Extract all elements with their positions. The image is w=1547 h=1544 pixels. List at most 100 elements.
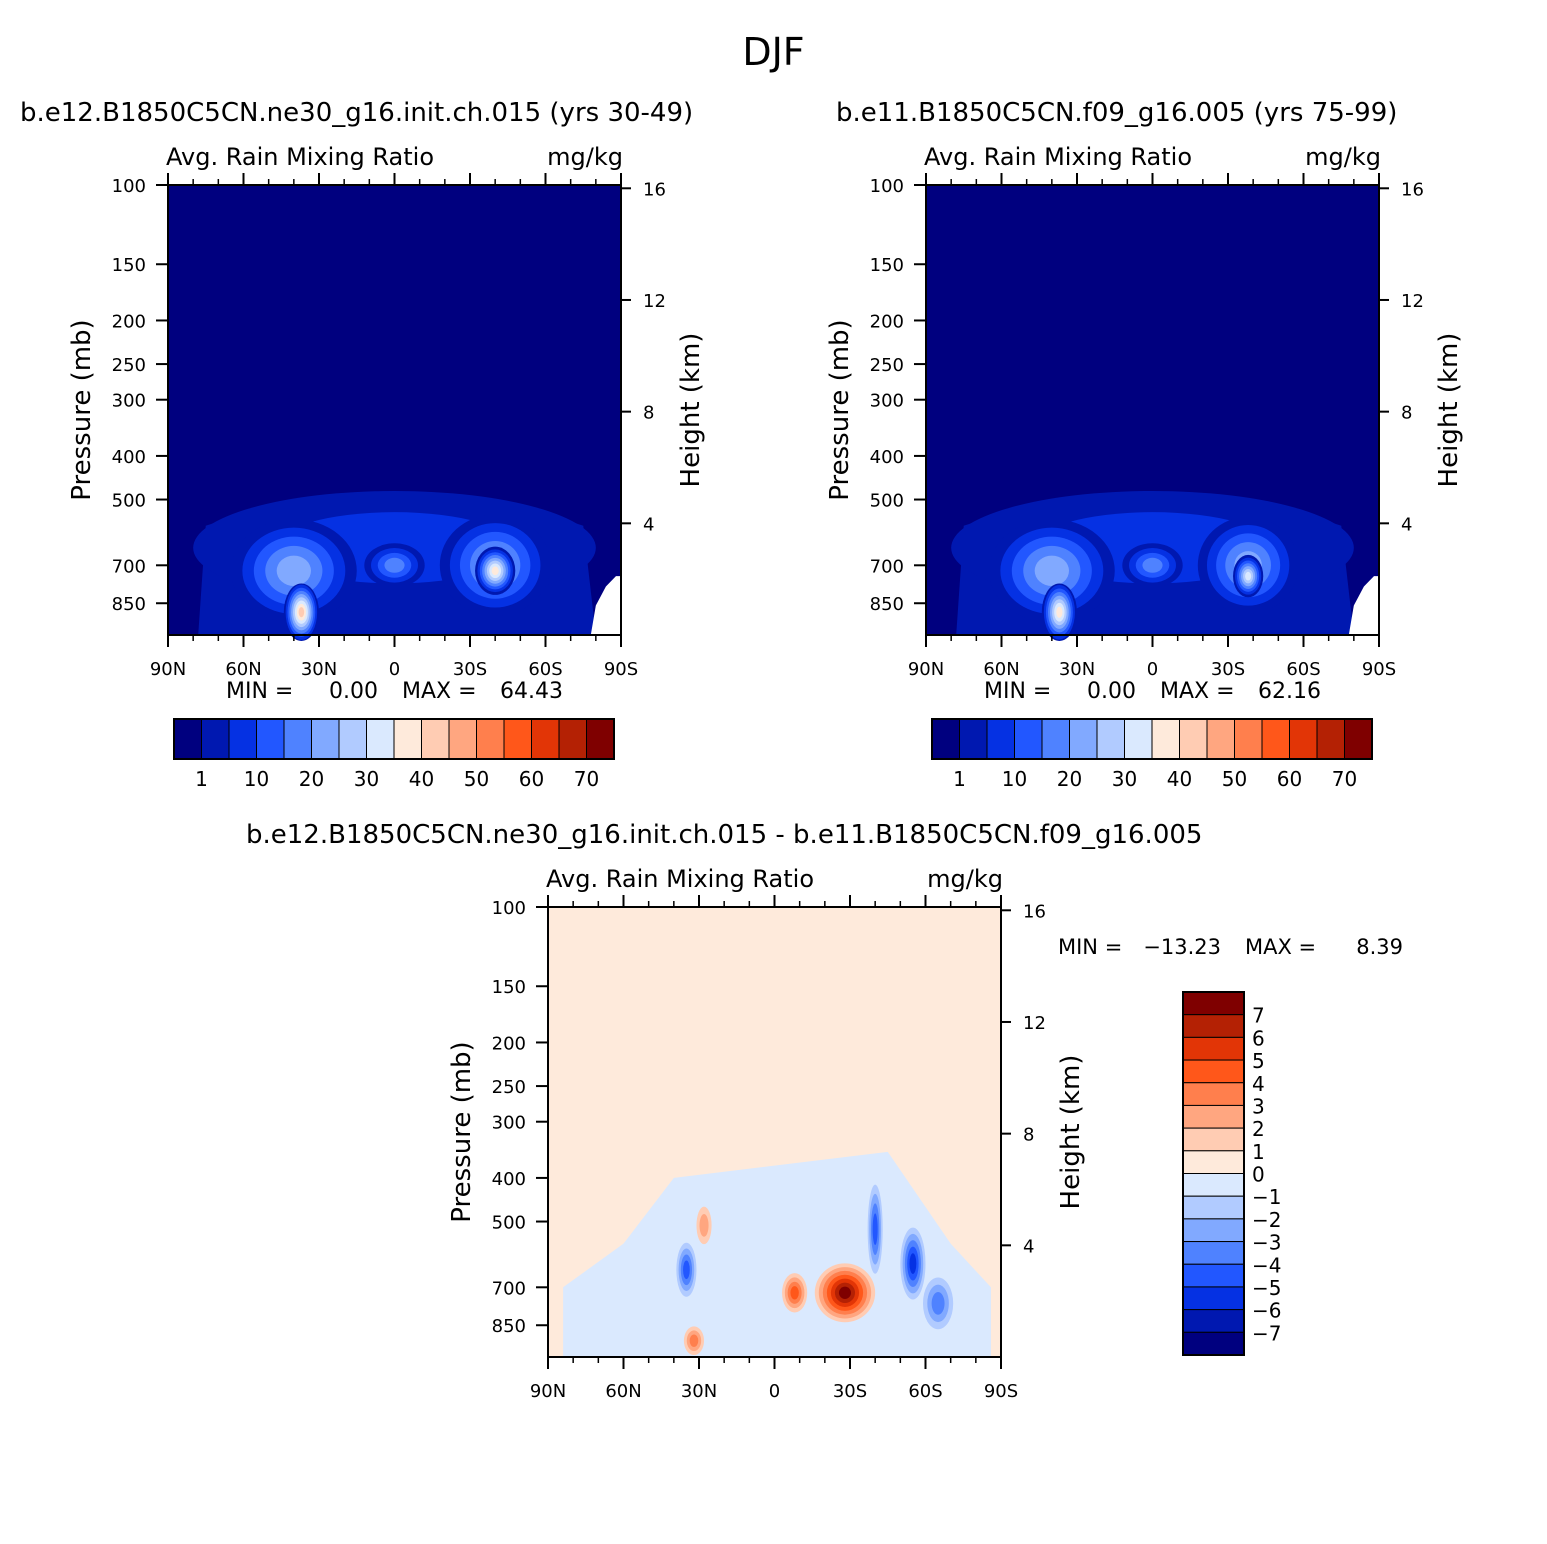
y-axis-title: Pressure (mb) xyxy=(825,319,855,500)
x-tick-label: 30S xyxy=(453,659,487,680)
colorbar-cell xyxy=(256,718,285,760)
colorbar-label: 20 xyxy=(299,767,324,791)
x-tick-label: 90N xyxy=(908,659,944,680)
y-tick-label: 850 xyxy=(112,594,146,615)
y-right-tick-label: 4 xyxy=(1023,1236,1034,1257)
y-tick-label: 150 xyxy=(112,255,146,276)
colorbar-cell xyxy=(476,718,505,760)
max-label: MAX = xyxy=(1160,679,1235,704)
x-tick-label: 30N xyxy=(1059,659,1095,680)
colorbar-label: 50 xyxy=(464,767,489,791)
colorbar-label: 50 xyxy=(1222,767,1247,791)
colorbar-cell xyxy=(1182,1218,1245,1243)
min-label: MIN = xyxy=(226,679,293,704)
y-right-axis-title: Height (km) xyxy=(676,333,706,488)
panel-1-title: b.e12.B1850C5CN.ne30_g16.init.ch.015 (yr… xyxy=(20,98,694,128)
y-right-tick-label: 8 xyxy=(643,403,654,424)
contour-blob-3-level-2 xyxy=(699,1214,709,1237)
colorbar-cell xyxy=(1182,1036,1245,1061)
contour-blob-2-level-3 xyxy=(689,1334,699,1347)
contour-blob-4-level-7 xyxy=(1245,571,1252,581)
colorbar-cell xyxy=(311,718,340,760)
y-tick-label: 150 xyxy=(870,255,904,276)
colorbar-label: −5 xyxy=(1252,1276,1281,1300)
colorbar-cell xyxy=(1182,1173,1245,1197)
x-tick-label: 90S xyxy=(604,659,638,680)
contour-field xyxy=(548,907,1001,1357)
y-tick-label: 300 xyxy=(112,391,146,412)
y-tick-label: 300 xyxy=(492,1113,526,1134)
colorbar-label: 5 xyxy=(1252,1049,1265,1073)
colorbar-cell xyxy=(1182,1014,1245,1038)
x-tick-label: 90S xyxy=(984,1381,1018,1402)
left-string: Avg. Rain Mixing Ratio xyxy=(924,143,1192,171)
colorbar-cell xyxy=(338,718,367,760)
min-value: −13.23 xyxy=(1143,935,1221,959)
y-right-tick-label: 16 xyxy=(643,179,666,200)
contour-blob-6-level-5 xyxy=(909,1253,917,1274)
y-right-tick-label: 16 xyxy=(1401,179,1424,200)
colorbar-frame xyxy=(173,718,615,760)
colorbar-label: 2 xyxy=(1252,1117,1265,1141)
y-right-tick-label: 4 xyxy=(643,514,654,535)
colorbar-label: 30 xyxy=(1112,767,1137,791)
x-tick-label: 30N xyxy=(681,1381,717,1402)
left-string: Avg. Rain Mixing Ratio xyxy=(546,865,814,893)
contour-blob-5-level-9 xyxy=(298,607,305,618)
colorbar-cell xyxy=(1182,1104,1245,1129)
colorbar-label: 70 xyxy=(574,767,599,791)
colorbar-cell xyxy=(283,718,312,760)
missing-data-region xyxy=(1348,576,1379,635)
contour-blob-0-level-7 xyxy=(838,1286,852,1299)
x-tick-label: 60N xyxy=(983,659,1019,680)
colorbar-cell xyxy=(1182,1195,1245,1220)
y-tick-label: 700 xyxy=(492,1278,526,1299)
colorbar-cell xyxy=(1179,718,1208,760)
y-right-axis-title: Height (km) xyxy=(1434,333,1464,488)
y-tick-label: 400 xyxy=(112,447,146,468)
y-tick-label: 400 xyxy=(870,447,904,468)
colorbar-label: 3 xyxy=(1252,1094,1265,1118)
contour-blob-1-level-4 xyxy=(790,1286,799,1300)
left-string: Avg. Rain Mixing Ratio xyxy=(166,143,434,171)
max-label: MAX = xyxy=(402,679,477,704)
y-axis-title: Pressure (mb) xyxy=(67,319,97,500)
colorbar-label: −2 xyxy=(1252,1208,1281,1232)
y-right-tick-label: 12 xyxy=(1023,1013,1046,1034)
colorbar-label: −4 xyxy=(1252,1253,1281,1277)
x-tick-label: 90S xyxy=(1362,659,1396,680)
right-string: mg/kg xyxy=(927,865,1003,893)
contour-blob-3-level-4 xyxy=(1142,557,1163,573)
max-value: 8.39 xyxy=(1356,935,1403,959)
contour-field xyxy=(926,185,1379,642)
colorbar-cell xyxy=(1014,718,1043,760)
y-tick-label: 100 xyxy=(112,176,146,197)
colorbar-cell xyxy=(1182,1241,1245,1265)
colorbar-cell xyxy=(1182,1150,1245,1174)
x-tick-label: 0 xyxy=(769,1381,780,1402)
colorbar-label: 4 xyxy=(1252,1072,1265,1096)
colorbar-cell xyxy=(201,718,230,760)
x-tick-label: 30S xyxy=(833,1381,867,1402)
colorbar-frame xyxy=(1182,991,1245,1356)
figure-title: DJF xyxy=(742,30,805,74)
min-label: MIN = xyxy=(984,679,1051,704)
colorbar-label: 1 xyxy=(1252,1140,1265,1164)
y-tick-label: 250 xyxy=(870,355,904,376)
y-axis-title: Pressure (mb) xyxy=(447,1041,477,1222)
colorbar-frame xyxy=(931,718,1373,760)
x-tick-label: 0 xyxy=(389,659,400,680)
colorbar-cell xyxy=(1096,718,1125,760)
y-tick-label: 250 xyxy=(492,1077,526,1098)
panel-1-chart: 90N 60N 30N 0 30S 60S 90S100150200250300400500… xyxy=(67,143,706,791)
y-tick-label: 400 xyxy=(492,1169,526,1190)
y-right-tick-label: 4 xyxy=(1401,514,1412,535)
y-tick-label: 200 xyxy=(492,1033,526,1054)
max-value: 62.16 xyxy=(1258,679,1321,704)
contour-blob-3-level-4 xyxy=(384,557,405,573)
contour-blob-7-level-3 xyxy=(931,1291,945,1315)
y-tick-label: 500 xyxy=(870,491,904,512)
y-right-tick-label: 8 xyxy=(1401,403,1412,424)
panel-3-title: b.e12.B1850C5CN.ne30_g16.init.ch.015 - b… xyxy=(246,820,1203,850)
